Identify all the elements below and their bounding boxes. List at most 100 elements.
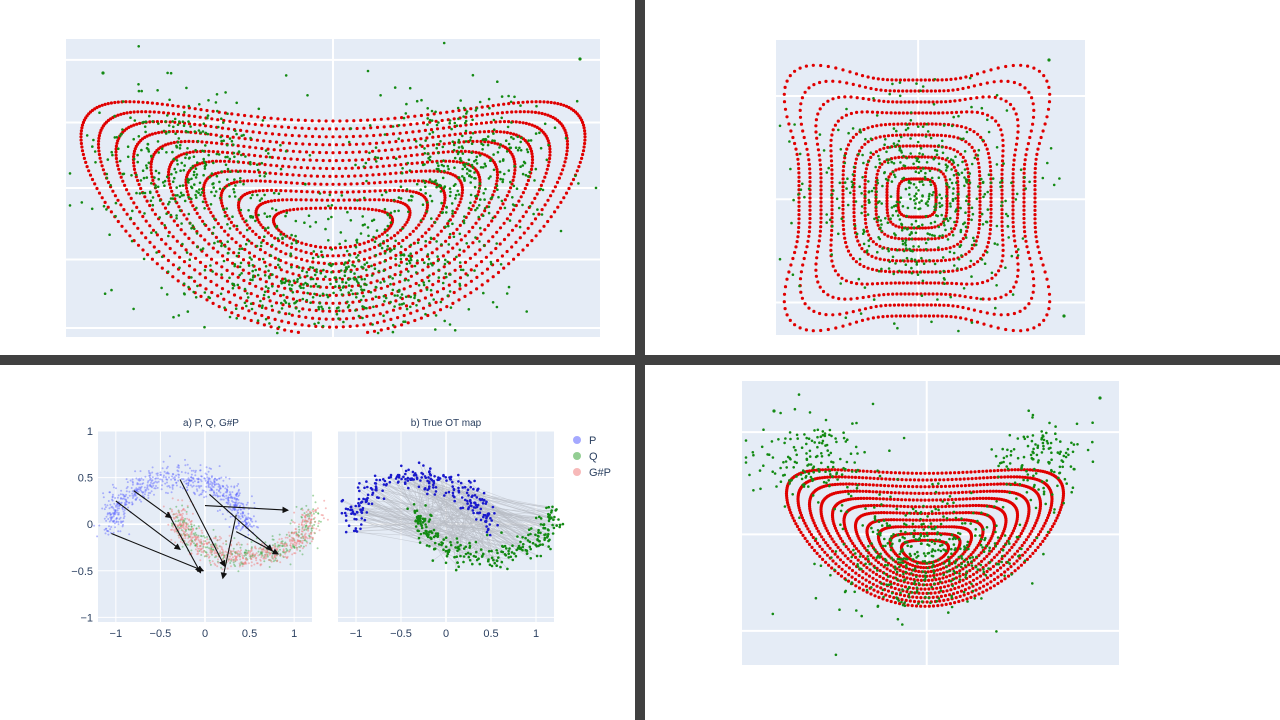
tl-red-point [385, 198, 389, 202]
tl-red-point [351, 190, 355, 194]
tl-red-point [252, 254, 256, 258]
tl-red-point [345, 261, 350, 265]
tl-red-point [269, 234, 273, 238]
tl-red-point [424, 231, 428, 235]
tl-red-point [399, 260, 403, 264]
tl-red-point [239, 214, 243, 218]
tl-red-point [251, 229, 255, 233]
tl-red-point [304, 250, 308, 254]
tl-red-point [315, 277, 319, 281]
tl-red-point [349, 182, 353, 186]
tl-red-point [285, 243, 289, 247]
tl-red-point [399, 179, 403, 183]
tl-red-point [309, 206, 313, 210]
tl-red-point [406, 218, 410, 222]
tl-red-point [343, 245, 348, 249]
tl-red-point [263, 260, 267, 264]
tl-red-point [428, 169, 432, 173]
tl-red-point [203, 197, 207, 201]
tl-red-point [261, 201, 265, 205]
tl-red-point [322, 174, 326, 178]
tl-red-point [318, 245, 323, 249]
tl-red-point [370, 207, 374, 212]
tl-red-point [223, 210, 227, 214]
tl-red-point [390, 217, 394, 221]
tl-red-point [336, 254, 341, 258]
tl-red-point [331, 254, 335, 258]
tl-red-point [229, 220, 233, 224]
tl-red-point [274, 247, 278, 251]
tl-red-point [366, 207, 370, 211]
tl-red-point [313, 182, 317, 186]
tl-red-point [295, 181, 299, 185]
tl-red-point [285, 270, 289, 274]
tl-red-point [257, 170, 261, 174]
tl-red-point [258, 248, 263, 252]
tl-red-point [261, 238, 265, 243]
tl-red-point [325, 254, 330, 258]
tl-red-point [412, 241, 416, 245]
tl-red-point [428, 240, 432, 244]
tl-red-point [269, 188, 274, 192]
tl-red-point [266, 200, 270, 204]
tl-red-point [294, 189, 298, 193]
tl-red-point [366, 240, 370, 244]
tl-red-point [427, 227, 431, 231]
tl-red-point [232, 181, 236, 185]
tl-red-point [408, 179, 412, 183]
tl-red-point [417, 223, 421, 227]
tl-red-point [294, 256, 298, 260]
tl-red-point [251, 190, 255, 194]
tl-red-point [460, 191, 464, 195]
tl-red-point [257, 189, 261, 193]
tl-red-point [289, 245, 293, 249]
tl-red-point [241, 217, 245, 221]
tl-red-point [446, 222, 450, 226]
tl-red-point [263, 179, 267, 183]
tl-red-point [358, 250, 362, 254]
tl-red-point [269, 199, 273, 203]
tl-red-point [243, 169, 247, 173]
tl-red-point [248, 226, 252, 230]
tl-red-point [254, 179, 258, 183]
tl-red-point [320, 198, 324, 202]
tl-red-point [414, 251, 419, 255]
tl-red-point [309, 243, 313, 248]
tl-red-point [328, 206, 333, 210]
tl-red-point [247, 251, 252, 255]
tl-red-point [309, 174, 313, 178]
tl-red-point [265, 241, 269, 246]
tl-red-point [396, 200, 400, 204]
tl-red-point [423, 214, 427, 218]
tl-red-point [259, 223, 263, 227]
tl-red-point [374, 208, 378, 212]
tl-red-point [285, 172, 289, 177]
tl-red-point [405, 170, 409, 174]
tl-red-point [394, 253, 398, 257]
tl-red-point [243, 247, 247, 252]
tl-red-point [268, 179, 272, 183]
tl-red-point [257, 235, 261, 240]
tl-red-point [229, 181, 233, 186]
tl-red-point [424, 244, 428, 248]
tl-red-point [427, 180, 431, 184]
tl-red-point [328, 190, 332, 194]
tl-red-point [377, 234, 381, 238]
tl-red-point [342, 198, 346, 202]
tl-red-point [396, 231, 400, 235]
tl-red-point [340, 277, 344, 281]
tl-red-point [232, 224, 236, 228]
tl-red-point [242, 234, 246, 238]
tl-red-point [289, 198, 293, 202]
tl-red-point [238, 231, 242, 235]
tl-red-point [230, 237, 234, 241]
tl-red-point [425, 206, 429, 210]
tl-red-point [318, 206, 323, 210]
tl-red-point [304, 242, 308, 246]
tl-red-point [301, 181, 305, 186]
tl-red-point [216, 171, 220, 175]
tl-red-point [227, 217, 231, 221]
tl-red-point [455, 207, 459, 211]
tl-red-point [261, 225, 265, 230]
tl-red-point [368, 256, 372, 260]
